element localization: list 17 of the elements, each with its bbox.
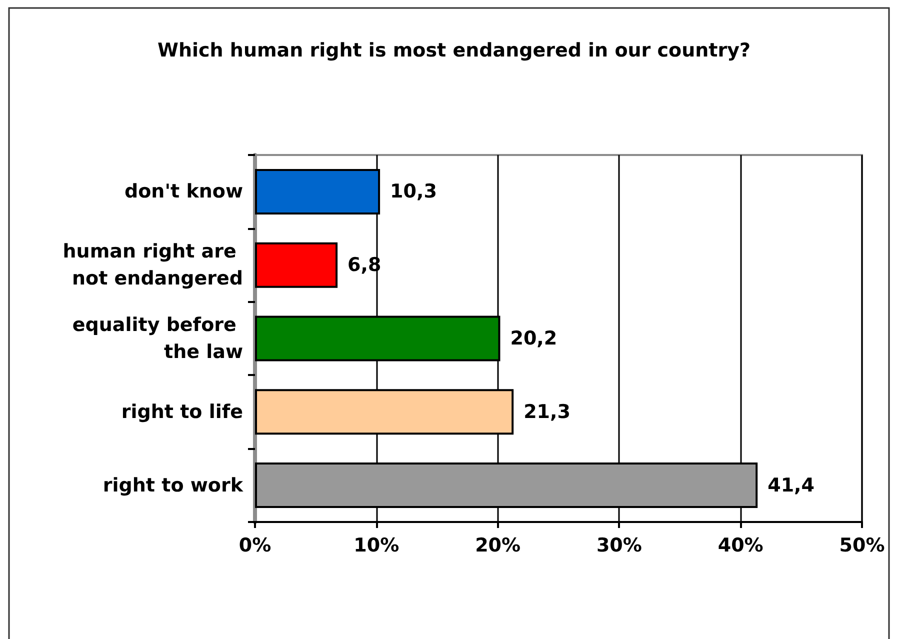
data-label: 20,2 [510, 328, 558, 350]
data-label: 21,3 [524, 400, 570, 423]
data-label: 41,4 [768, 474, 814, 496]
x-tick-label: 40% [718, 534, 764, 556]
bar [255, 242, 338, 288]
y-tick-label: human right are not endangered [62, 240, 243, 290]
y-tick-label: equality before the law [72, 314, 243, 363]
y-tick-label: don't know [124, 180, 243, 203]
y-tick-label: right to life [121, 400, 243, 423]
x-tick-label: 30% [596, 534, 642, 556]
x-tick-label: 20% [475, 534, 521, 556]
y-tick-label: right to work [102, 474, 244, 496]
data-label: 10,3 [390, 180, 437, 203]
x-tick-label: 10% [354, 534, 400, 556]
x-tick-label: 50% [839, 534, 885, 556]
chart-title: Which human right is most endangered in our country? [158, 40, 750, 62]
x-tick-label: 0% [238, 534, 272, 556]
